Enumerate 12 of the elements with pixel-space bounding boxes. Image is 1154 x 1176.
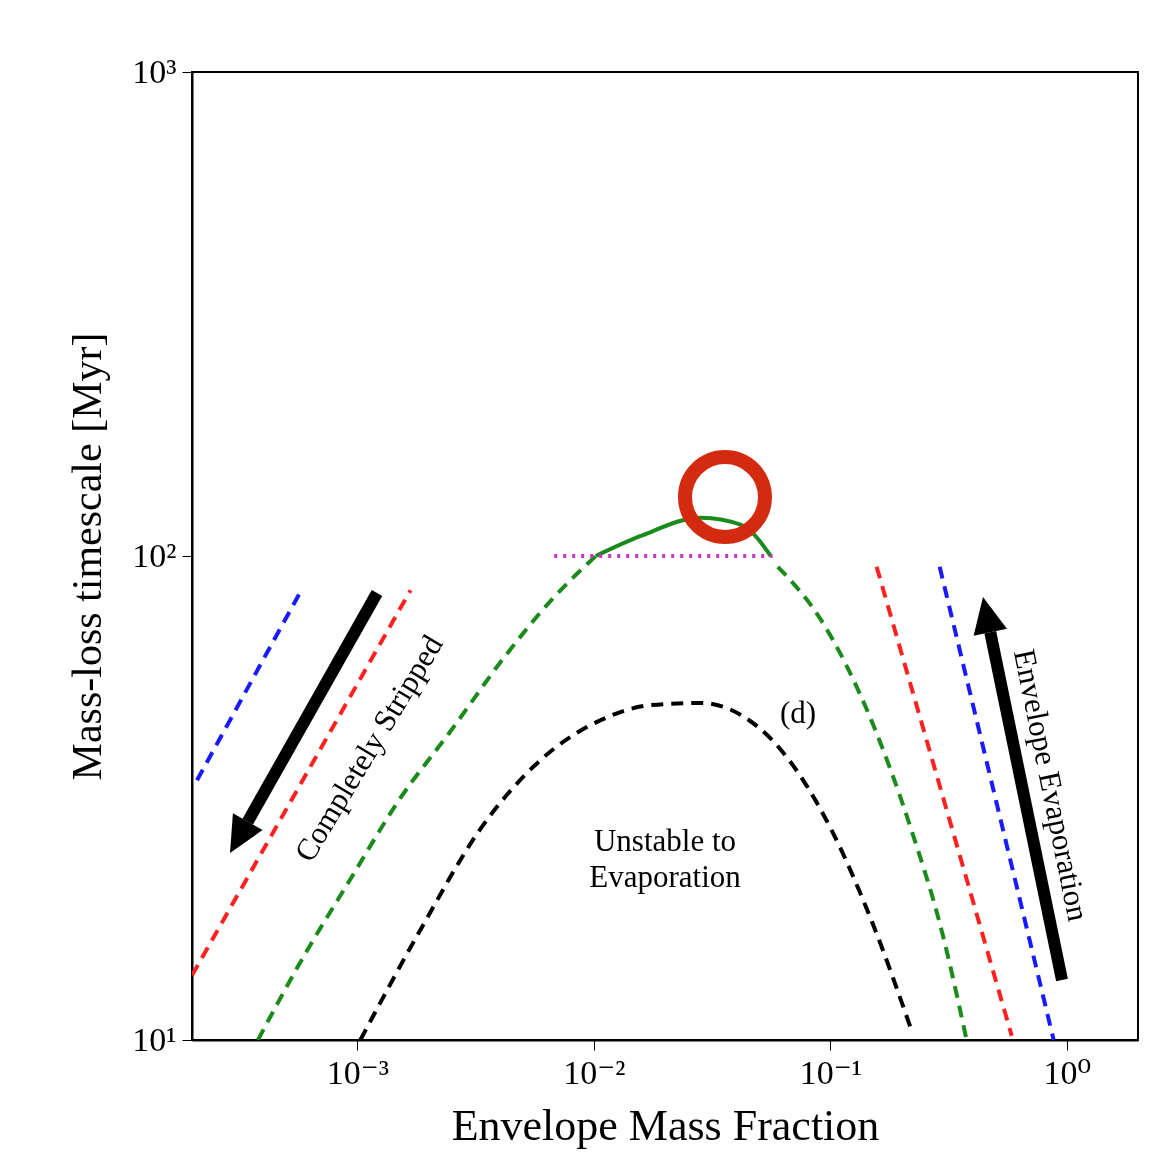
y-tick-label: 10³	[132, 52, 177, 90]
y-tick-label: 10²	[132, 536, 177, 574]
x-axis-title: Envelope Mass Fraction	[451, 1100, 880, 1150]
x-tick-label: 10⁻²	[563, 1053, 626, 1091]
y-tick-label: 10¹	[132, 1020, 177, 1058]
x-tick-label: 10⁰	[1043, 1053, 1092, 1091]
annotation: Envelope Evaporation	[1006, 646, 1097, 925]
x-tick-label: 10⁻¹	[799, 1053, 862, 1091]
y-axis-title: Mass-loss timescale [Myr]	[64, 332, 111, 781]
annotation: Unstable to Evaporation	[589, 823, 742, 894]
annotation: (d)	[779, 695, 817, 730]
x-tick-label: 10⁻³	[326, 1053, 389, 1091]
